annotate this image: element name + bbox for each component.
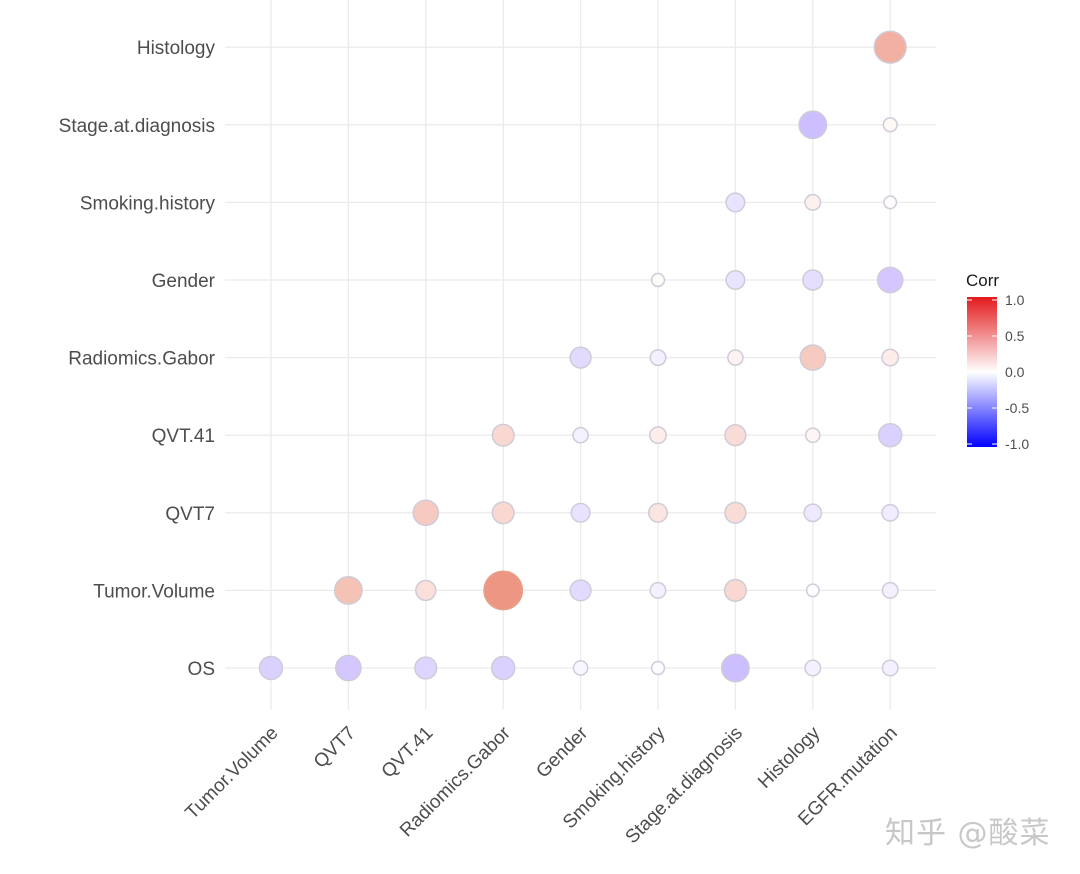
y-tick-label: Histology — [137, 38, 216, 59]
correlation-point — [491, 501, 515, 525]
correlation-point — [876, 266, 904, 294]
correlation-point — [572, 660, 589, 676]
correlation-point — [650, 272, 666, 288]
correlation-point — [877, 422, 903, 448]
y-tick-label: QVT.41 — [152, 426, 215, 447]
correlation-point — [803, 503, 823, 523]
correlation-point — [723, 578, 747, 602]
legend-tick-label: 1.0 — [1005, 292, 1025, 308]
correlation-point — [415, 579, 437, 602]
correlation-point — [881, 659, 899, 677]
correlation-point — [335, 654, 362, 682]
correlation-point — [881, 348, 900, 367]
x-tick-label: QVT.41 — [378, 723, 438, 783]
correlation-point — [881, 581, 899, 599]
y-axis-labels: OS Tumor.Volume QVT7 QVT.41 Radiomics.Gabor G… — [59, 38, 216, 680]
watermark: 知乎 @酸菜 — [885, 816, 1051, 851]
correlation-point — [881, 503, 900, 522]
correlation-point — [799, 344, 827, 371]
correlation-point — [724, 424, 747, 447]
correlation-point — [483, 570, 524, 611]
correlation-point — [414, 656, 438, 680]
correlation-point — [412, 499, 440, 527]
legend-tick-label: 0.0 — [1005, 364, 1025, 380]
legend-ticks: 1.0 0.5 0.0 -0.5 -1.0 — [967, 292, 1029, 452]
correlation-point — [491, 423, 515, 447]
correlation-point — [873, 30, 907, 64]
correlation-point — [649, 581, 667, 599]
correlation-point — [725, 269, 746, 291]
x-tick-label: QVT7 — [310, 723, 360, 773]
correlation-point — [804, 659, 822, 677]
legend-tick-label: -0.5 — [1005, 400, 1029, 416]
legend: Corr 1.0 0.5 0.0 -0.5 -1.0 — [966, 271, 1029, 452]
y-tick-label: OS — [188, 659, 215, 680]
legend-title: Corr — [966, 271, 999, 290]
correlation-point — [572, 426, 589, 444]
correlation-point — [649, 426, 667, 445]
correlation-point — [490, 655, 516, 681]
y-tick-label: Radiomics.Gabor — [68, 349, 215, 370]
correlation-point — [798, 110, 828, 140]
correlation-point — [727, 349, 744, 366]
x-tick-label: Gender — [532, 722, 592, 782]
correlation-point — [720, 653, 750, 683]
correlation-point — [258, 655, 284, 681]
correlation-point — [569, 346, 592, 369]
correlation-point — [650, 660, 666, 676]
correlation-point — [804, 427, 821, 444]
correlation-points — [258, 30, 907, 683]
y-tick-label: Tumor.Volume — [93, 581, 215, 602]
y-tick-label: Smoking.history — [80, 193, 216, 214]
correlation-point — [805, 583, 820, 598]
y-tick-label: Gender — [152, 271, 216, 292]
y-tick-label: QVT7 — [165, 504, 215, 525]
legend-tick-label: -1.0 — [1005, 436, 1029, 452]
correlation-point — [333, 575, 363, 605]
x-tick-label: Histology — [754, 722, 824, 792]
correlation-point — [725, 192, 746, 213]
correlation-point — [802, 269, 824, 291]
x-tick-label: Tumor.Volume — [182, 723, 283, 824]
y-tick-label: Stage.at.diagnosis — [59, 116, 215, 137]
correlation-point — [569, 579, 592, 602]
legend-tick-label: 0.5 — [1005, 328, 1025, 344]
correlation-point — [649, 349, 667, 367]
correlation-point — [647, 502, 669, 523]
correlation-point — [570, 502, 591, 523]
correlation-point — [882, 117, 898, 133]
correlation-point — [724, 501, 747, 524]
correlation-point — [804, 193, 822, 211]
correlation-point — [883, 195, 898, 210]
